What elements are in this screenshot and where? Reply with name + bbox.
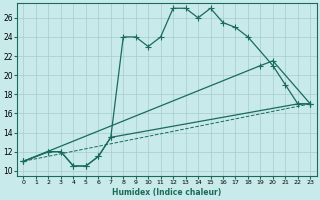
X-axis label: Humidex (Indice chaleur): Humidex (Indice chaleur) — [112, 188, 221, 197]
